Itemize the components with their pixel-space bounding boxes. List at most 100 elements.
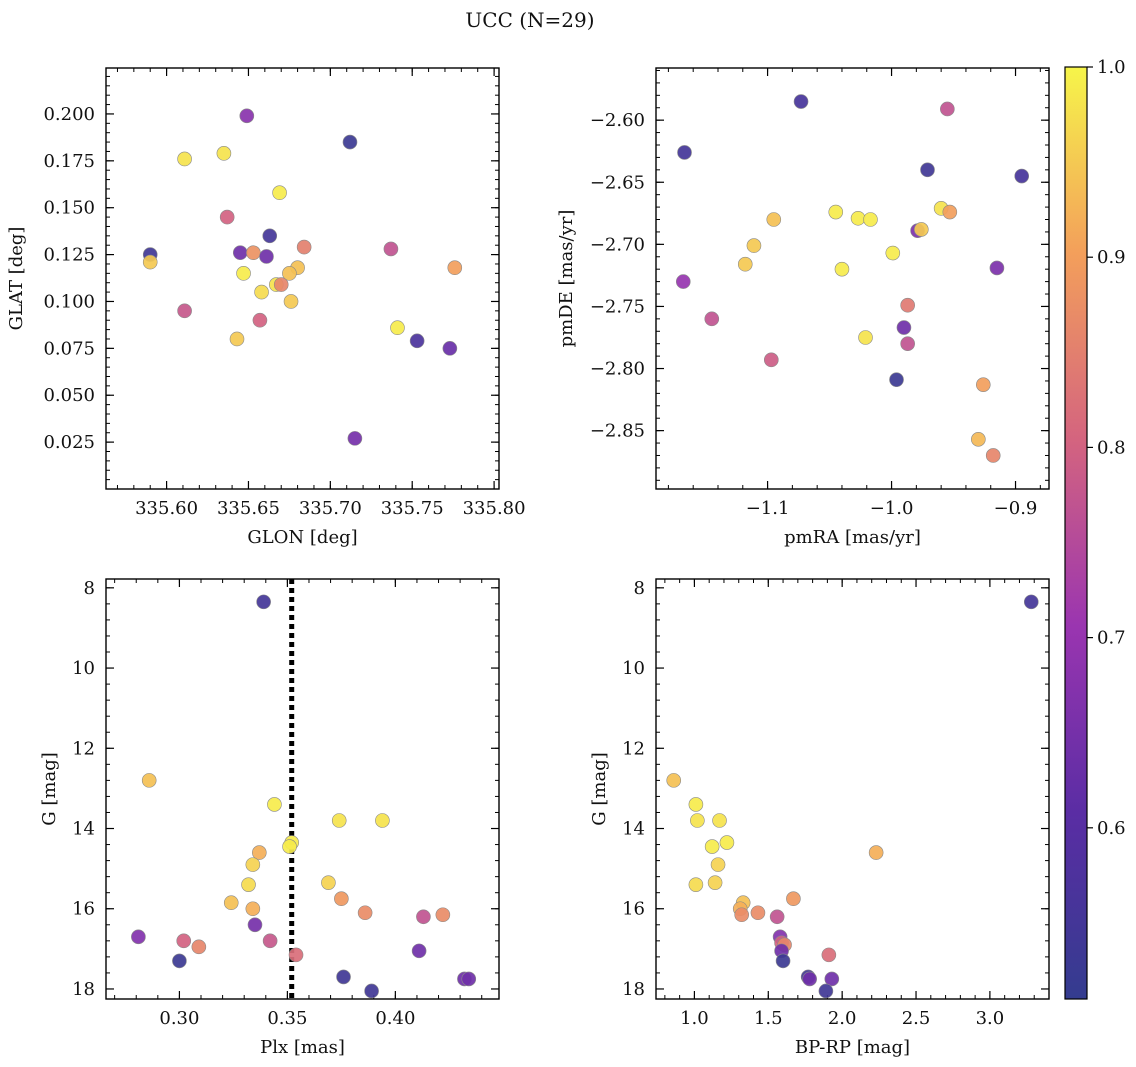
- scatter-point: [282, 839, 297, 854]
- scatter-point: [900, 297, 915, 313]
- scatter-point: [885, 245, 901, 261]
- scatter-point: [688, 797, 704, 812]
- scatter-point: [786, 891, 801, 907]
- scatter-point: [710, 857, 726, 872]
- y-axis-label: pmDE [mas/yr]: [556, 210, 577, 348]
- scatter-panel-2: −1.1 −1.0 −0.9 −2.85 −2.80 −2.75 −2.70 −2.65 −2.…: [556, 67, 1050, 548]
- x-tick-label: 1.5: [754, 1008, 783, 1029]
- scatter-point: [390, 320, 405, 336]
- scatter-point: [364, 983, 379, 999]
- scatter-point: [334, 891, 349, 907]
- x-tick-label: 0.40: [375, 1008, 415, 1029]
- scatter-point: [942, 204, 958, 220]
- y-axis-label: G [mag]: [39, 752, 60, 825]
- colorbar-tick-label: 1.0: [1097, 57, 1126, 78]
- scatter-point: [863, 212, 878, 227]
- scatter-point: [746, 238, 762, 253]
- scatter-point: [734, 907, 749, 923]
- scatter-point: [191, 939, 207, 955]
- scatter-point: [283, 294, 299, 309]
- scatter-point: [236, 266, 251, 281]
- scatter-point: [675, 274, 691, 289]
- y-tick-label: −2.80: [590, 359, 645, 380]
- y-tick-label: 0.075: [43, 338, 95, 359]
- y-tick-label: 16: [72, 899, 95, 920]
- scatter-point: [818, 983, 834, 999]
- scatter-point: [719, 835, 735, 850]
- colorbar-tick-label: 0.7: [1097, 628, 1126, 649]
- scatter-point: [824, 971, 840, 987]
- colorbar: 0.6 0.7 0.8 0.9 1.0: [1064, 57, 1126, 1000]
- scatter-point: [461, 971, 477, 987]
- x-tick-label: −1.1: [746, 498, 790, 519]
- y-tick-label: −2.70: [590, 234, 645, 255]
- x-tick-label: 2.5: [902, 1008, 931, 1029]
- scatter-point: [889, 372, 904, 388]
- x-axis-label: Plx [mas]: [260, 1037, 345, 1058]
- scatter-point: [690, 813, 705, 828]
- scatter-point: [920, 162, 935, 178]
- scatter-point: [245, 857, 261, 872]
- scatter-point: [141, 773, 157, 788]
- scatter-point: [712, 813, 727, 828]
- scatter-point: [296, 239, 312, 255]
- scatter-point: [131, 929, 146, 945]
- x-axis-label: BP-RP [mag]: [795, 1037, 910, 1058]
- scatter-point: [262, 933, 278, 949]
- scatter-point: [262, 228, 278, 244]
- scatter-panel-3: 0.30 0.35 0.40 8 10 12 14 16 18 Plx [mas] G [mag]: [39, 578, 500, 1058]
- x-axis-label: pmRA [mas/yr]: [784, 527, 921, 548]
- y-tick-label: 10: [622, 658, 645, 679]
- x-tick-label: −1.0: [870, 498, 914, 519]
- x-tick-label: 3.0: [976, 1008, 1005, 1029]
- y-tick-label: 0.175: [43, 151, 95, 172]
- scatter-point: [793, 94, 809, 109]
- y-tick-label: 0.125: [43, 245, 95, 266]
- scatter-point: [766, 212, 782, 227]
- scatter-point: [176, 933, 192, 949]
- scatter-point: [241, 877, 256, 892]
- scatter-point: [229, 331, 245, 347]
- scatter-point: [828, 204, 844, 220]
- scatter-point: [273, 277, 289, 292]
- scatter-point: [347, 431, 363, 446]
- x-tick-label: 335.65: [217, 498, 280, 519]
- scatter-point: [247, 917, 263, 933]
- scatter-point: [704, 839, 720, 854]
- x-tick-label: 0.35: [267, 1008, 307, 1029]
- y-tick-label: −2.75: [590, 296, 645, 317]
- scatter-point: [342, 134, 358, 150]
- x-tick-label: 1.0: [680, 1008, 709, 1029]
- y-tick-label: −2.65: [590, 172, 645, 193]
- scatter-point: [272, 185, 287, 201]
- scatter-point: [707, 875, 723, 890]
- scatter-point: [172, 953, 187, 969]
- scatter-point: [821, 947, 837, 963]
- y-tick-label: 0.100: [43, 291, 95, 312]
- scatter-point: [252, 845, 267, 860]
- scatter-point: [850, 210, 866, 226]
- scatter-point: [868, 845, 884, 860]
- y-tick-label: 18: [622, 979, 645, 1000]
- scatter-point: [246, 245, 261, 261]
- y-tick-label: −2.85: [590, 421, 645, 442]
- y-tick-label: 0.025: [43, 432, 95, 453]
- scatter-point: [435, 907, 451, 923]
- scatter-point: [254, 284, 269, 300]
- scatter-point: [259, 249, 274, 264]
- scatter-point: [688, 877, 704, 892]
- plot-frame: [655, 67, 1050, 490]
- scatter-point: [834, 261, 850, 277]
- y-tick-label: 8: [84, 578, 95, 599]
- scatter-point: [896, 320, 912, 335]
- scatter-point: [256, 594, 271, 610]
- x-tick-label: 335.70: [299, 498, 362, 519]
- scatter-point: [914, 222, 929, 237]
- scatter-point: [375, 813, 390, 828]
- y-tick-label: −2.60: [590, 110, 645, 131]
- scatter-point: [763, 352, 779, 368]
- plot-frame: [105, 67, 500, 490]
- x-tick-label: 335.60: [135, 498, 198, 519]
- x-tick-label: 0.30: [159, 1008, 199, 1029]
- y-tick-label: 12: [622, 738, 645, 759]
